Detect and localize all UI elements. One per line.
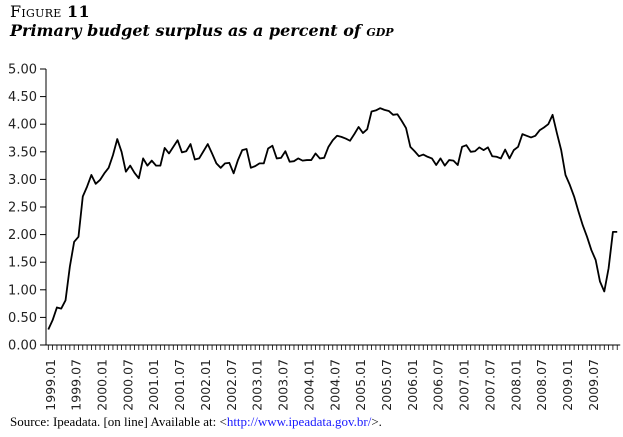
x-tick-label: 1999.01 [43, 359, 58, 410]
series-group [47, 107, 618, 330]
x-tick-label: 2000.01 [95, 359, 110, 410]
source-note: Source: Ipeadata. [on line] Available at… [10, 414, 382, 430]
y-tick-label: 0.50 [8, 311, 37, 326]
x-tick-label: 2005.01 [353, 359, 368, 410]
line-chart: 0.00 0.50 1.00 1.50 2.00 2.50 3.00 3.50 4.00 4.50… [8, 63, 621, 410]
x-tick-label: 2004.07 [327, 359, 342, 410]
x-tick-label: 2006.01 [405, 359, 420, 410]
x-tick-label: 2009.07 [586, 359, 601, 410]
x-tick-label: 2007.07 [482, 359, 497, 410]
x-tick-label: 2000.07 [120, 359, 135, 410]
x-tick-label: 2005.07 [379, 359, 394, 410]
y-tick-label: 0.00 [8, 339, 37, 354]
source-prefix: Source: Ipeadata. [on line] Available at… [10, 414, 227, 429]
x-axis: 1999.01 1999.07 2000.01 2000.07 2001.01 2001.… [40, 344, 621, 410]
x-tick-label: 2002.07 [224, 359, 239, 410]
x-tick-label: 2007.01 [457, 359, 472, 410]
x-tick-label: 2008.01 [508, 359, 523, 410]
x-tick-label: 1999.07 [69, 359, 84, 410]
figure-number: 11 [67, 2, 90, 21]
x-tick-label: 2001.07 [172, 359, 187, 410]
y-tick-label: 2.00 [8, 228, 37, 243]
chart-title: Primary budget surplus as a percent of g… [10, 21, 394, 40]
source-link[interactable]: http://www.ipeadata.gov.br/ [226, 414, 372, 429]
x-tick-label: 2009.01 [560, 359, 575, 410]
y-tick-label: 1.50 [8, 256, 37, 271]
x-tick-label: 2008.07 [534, 359, 549, 410]
x-tick-label: 2003.07 [276, 359, 291, 410]
chart-title-gdp: gdp [366, 21, 394, 40]
chart-title-main: Primary budget surplus as a percent of [10, 21, 361, 40]
y-tick-label: 3.50 [8, 145, 37, 160]
source-suffix: >. [371, 414, 382, 429]
y-tick-label: 2.50 [8, 201, 37, 216]
x-tick-label: 2003.01 [250, 359, 265, 410]
x-tick-label: 2002.01 [198, 359, 213, 410]
y-tick-label: 1.00 [8, 283, 37, 298]
y-tick-label: 5.00 [8, 63, 37, 78]
series-line [47, 107, 618, 330]
y-tick-label: 3.00 [8, 173, 37, 188]
x-tick-label: 2001.01 [146, 359, 161, 410]
figure-label-word: Figure [10, 2, 62, 21]
x-tick-label: 2006.07 [431, 359, 446, 410]
x-tick-label: 2004.01 [301, 359, 316, 410]
y-axis: 0.00 0.50 1.00 1.50 2.00 2.50 3.00 3.50 4.00 4.50… [8, 63, 47, 354]
figure-label: Figure 11 [10, 2, 90, 21]
y-tick-label: 4.50 [8, 90, 37, 105]
y-tick-label: 4.00 [8, 118, 37, 133]
